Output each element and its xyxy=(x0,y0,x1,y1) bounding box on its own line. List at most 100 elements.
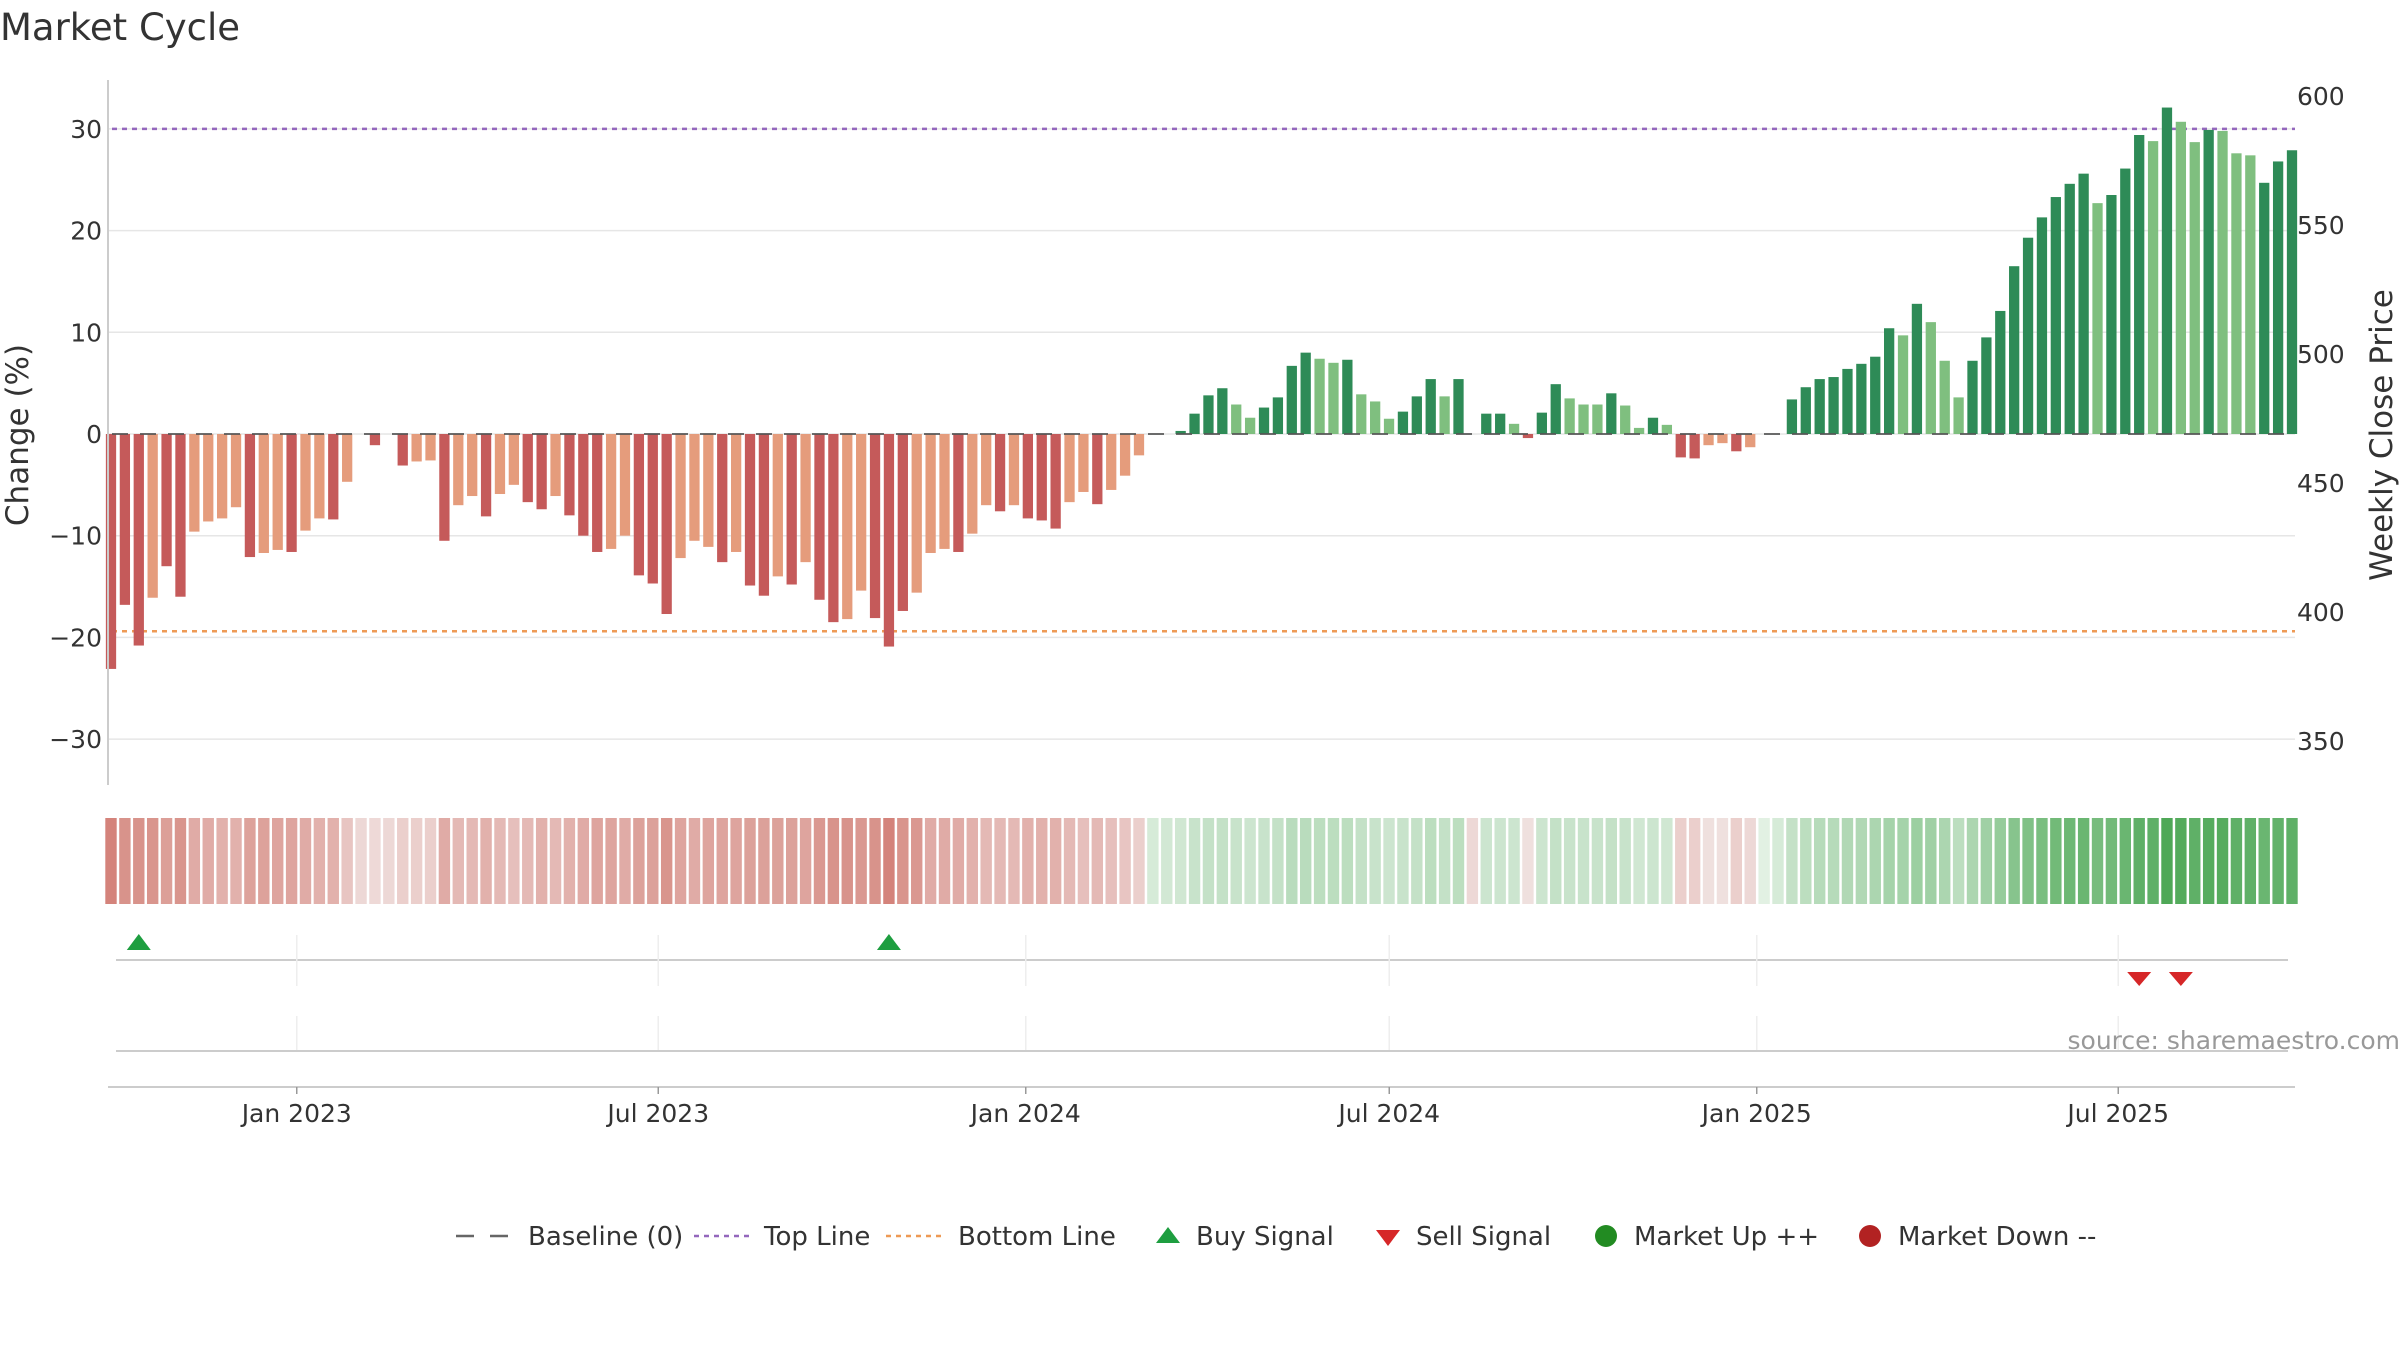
change-bar xyxy=(2078,173,2089,434)
strip-cell xyxy=(397,818,409,904)
strip-cell xyxy=(1702,818,1715,904)
change-bar xyxy=(1425,379,1436,434)
legend: Baseline (0) Top Line Bottom Line Buy Signa… xyxy=(456,1222,2096,1252)
change-bar xyxy=(1661,424,1673,434)
change-bar xyxy=(1106,434,1117,490)
x-tick-label: Jul 2024 xyxy=(1336,1099,1440,1128)
legend-item: Bottom Line xyxy=(886,1222,1116,1252)
strip-cell xyxy=(1508,818,1520,904)
change-bar xyxy=(1342,359,1353,434)
change-bar xyxy=(800,434,811,563)
y2-tick-label: 350 xyxy=(2297,727,2345,756)
strip-cell xyxy=(1105,818,1117,904)
change-bar xyxy=(2217,130,2228,434)
strip-cell xyxy=(938,818,951,904)
strip-cell xyxy=(1883,818,1895,904)
change-bar xyxy=(258,434,269,553)
strip-cell xyxy=(1383,818,1395,904)
strip-cell xyxy=(1411,818,1423,904)
change-bar xyxy=(2106,195,2117,434)
change-bar xyxy=(1133,434,1145,456)
y2-tick-label: 550 xyxy=(2297,211,2345,240)
strip-cell xyxy=(119,818,131,904)
strip-cell xyxy=(1633,818,1645,904)
strip-cell xyxy=(1230,818,1242,904)
change-bar xyxy=(619,434,631,536)
sentiment-strip xyxy=(105,818,2298,904)
y-tick-label: 20 xyxy=(70,217,102,246)
legend-item: Sell Signal xyxy=(1376,1222,1551,1252)
strip-cell xyxy=(1786,818,1798,904)
change-bar xyxy=(897,434,908,611)
change-bar xyxy=(2175,121,2187,434)
change-bar xyxy=(1995,310,2006,434)
y-tick-label: 10 xyxy=(70,318,102,347)
strip-cell xyxy=(202,818,214,904)
legend-circle-icon xyxy=(1595,1225,1617,1247)
legend-item: Buy Signal xyxy=(1156,1222,1334,1252)
strip-cell xyxy=(1605,818,1618,904)
change-bar xyxy=(772,434,783,577)
change-bar xyxy=(661,434,672,615)
change-bar xyxy=(1592,404,1603,434)
change-bar xyxy=(1231,404,1242,434)
strip-cell xyxy=(2216,818,2229,904)
change-bar xyxy=(175,434,186,597)
strip-cell xyxy=(549,818,562,904)
y-tick-label: −30 xyxy=(49,725,102,754)
y2-axis-title: Weekly Close Price xyxy=(2364,289,2400,581)
y2-tick-label: 450 xyxy=(2297,469,2345,498)
change-bar xyxy=(550,434,561,497)
source-credit: source: sharemaestro.com xyxy=(2068,1026,2400,1055)
change-bar xyxy=(981,434,992,506)
strip-cell xyxy=(605,818,617,904)
strip-cell xyxy=(619,818,631,904)
x-tick-label: Jul 2025 xyxy=(2065,1099,2169,1128)
strip-cell xyxy=(2230,818,2243,904)
strip-cell xyxy=(2050,818,2062,904)
legend-circle-icon xyxy=(1859,1225,1881,1247)
strip-cell xyxy=(230,818,242,904)
change-bar xyxy=(2245,155,2256,435)
change-bar xyxy=(856,434,867,591)
change-bar xyxy=(1814,379,1825,434)
strip-cell xyxy=(1133,818,1145,904)
strip-cell xyxy=(508,818,520,904)
legend-item: Market Up ++ xyxy=(1595,1222,1819,1252)
change-bar xyxy=(536,434,547,510)
change-bar xyxy=(828,434,839,623)
strip-cell xyxy=(1188,818,1201,904)
strip-cell xyxy=(688,818,701,904)
change-bar xyxy=(1745,434,1756,448)
strip-cell xyxy=(1355,818,1367,904)
change-bar xyxy=(300,434,311,531)
strip-cell xyxy=(924,818,937,904)
strip-cell xyxy=(1661,818,1673,904)
strip-cell xyxy=(1147,818,1159,904)
strip-cell xyxy=(744,818,756,904)
change-bar xyxy=(1272,397,1284,434)
y-tick-label: 0 xyxy=(86,420,102,449)
change-bar xyxy=(814,434,825,600)
change-bar xyxy=(564,434,575,516)
change-bar xyxy=(1800,387,1811,434)
change-bar xyxy=(786,434,797,585)
strip-cell xyxy=(577,818,590,904)
strip-cell xyxy=(1425,818,1437,904)
strip-cell xyxy=(2119,818,2131,904)
y-axis-title: Change (%) xyxy=(0,344,36,526)
change-bar xyxy=(369,434,381,446)
strip-cell xyxy=(2036,818,2048,904)
strip-cell xyxy=(772,818,784,904)
change-bar xyxy=(703,434,714,547)
strip-cell xyxy=(2147,818,2159,904)
strip-cell xyxy=(730,818,742,904)
legend-triangle-down-icon xyxy=(1376,1230,1400,1246)
change-bar xyxy=(1786,399,1798,434)
strip-cell xyxy=(1119,818,1131,904)
strip-cell xyxy=(633,818,645,904)
strip-cell xyxy=(1591,818,1604,904)
strip-cell xyxy=(758,818,770,904)
strip-cell xyxy=(1522,818,1534,904)
x-axis-ticks: Jan 2023 Jul 2023 Jan 2024 Jul 2024 Jan 2025… xyxy=(240,935,2169,1128)
